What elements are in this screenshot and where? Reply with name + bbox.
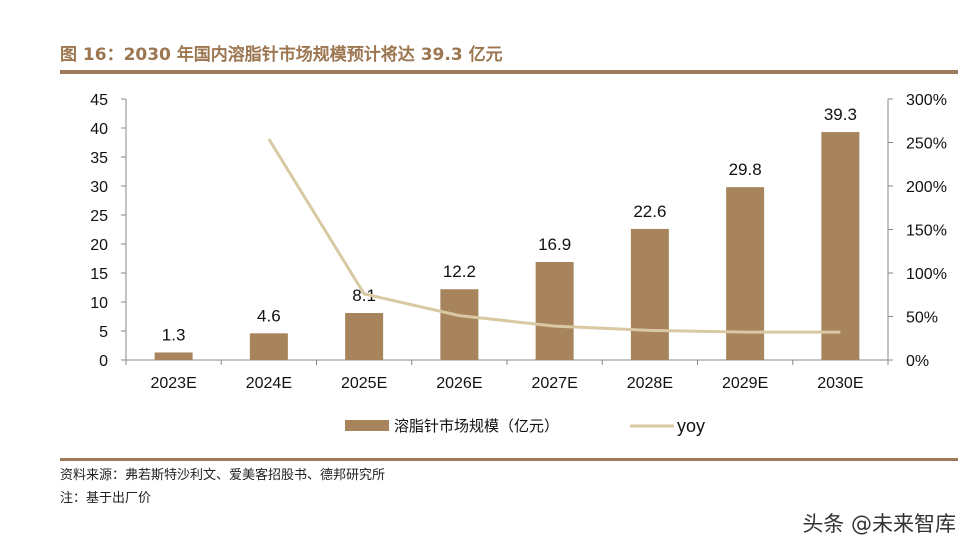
bar [630, 228, 669, 360]
legend-bar-swatch [345, 420, 389, 431]
bar [345, 313, 384, 360]
source-divider [60, 458, 958, 461]
right-tick-label: 250% [906, 136, 947, 153]
title-divider [60, 70, 958, 74]
bar [726, 187, 765, 360]
bar-data-label: 4.6 [257, 306, 281, 325]
bar [821, 132, 860, 360]
x-tick-label: 2029E [722, 375, 768, 392]
left-tick-label: 30 [90, 179, 108, 196]
watermark: 头条 @未来智库 [802, 512, 956, 536]
note-text: 注：基于出厂价 [60, 491, 152, 506]
bar-data-label: 12.2 [443, 262, 476, 281]
bar [535, 261, 574, 360]
bar-data-label: 1.3 [162, 325, 186, 344]
x-tick-label: 2027E [531, 375, 577, 392]
bar-data-label: 39.3 [824, 105, 857, 124]
left-tick-label: 20 [90, 237, 108, 254]
legend-line-label: yoy [677, 416, 705, 436]
source-text: 资料来源：弗若斯特沙利文、爱美客招股书、德邦研究所 [60, 468, 386, 483]
bar [440, 289, 479, 360]
x-tick-label: 2026E [436, 375, 482, 392]
bar-data-label: 22.6 [633, 202, 666, 221]
right-tick-label: 150% [906, 223, 947, 240]
bar-data-label: 29.8 [729, 160, 762, 179]
legend-bar-label: 溶脂针市场规模（亿元） [394, 417, 559, 435]
left-tick-label: 35 [90, 150, 108, 167]
x-tick-label: 2024E [246, 375, 292, 392]
yoy-line [267, 138, 841, 334]
bar-data-label: 16.9 [538, 235, 571, 254]
bar-data-label: 8.1 [352, 286, 376, 305]
bar [249, 333, 288, 360]
right-tick-label: 200% [906, 179, 947, 196]
chart-title: 图 16：2030 年国内溶脂针市场规模预计将达 39.3 亿元 [60, 45, 503, 65]
left-tick-label: 25 [90, 208, 108, 225]
bar [154, 352, 193, 360]
right-tick-label: 0% [906, 353, 929, 370]
left-tick-label: 10 [90, 295, 108, 312]
x-tick-label: 2030E [817, 375, 863, 392]
right-tick-label: 300% [906, 92, 947, 109]
right-tick-label: 50% [906, 310, 938, 327]
x-tick-label: 2028E [627, 375, 673, 392]
left-tick-label: 5 [99, 324, 108, 341]
x-tick-label: 2023E [150, 375, 196, 392]
left-tick-label: 40 [90, 121, 108, 138]
right-tick-label: 100% [906, 266, 947, 283]
left-tick-label: 0 [99, 353, 108, 370]
left-tick-label: 45 [90, 92, 108, 109]
left-tick-label: 15 [90, 266, 108, 283]
x-tick-label: 2025E [341, 375, 387, 392]
